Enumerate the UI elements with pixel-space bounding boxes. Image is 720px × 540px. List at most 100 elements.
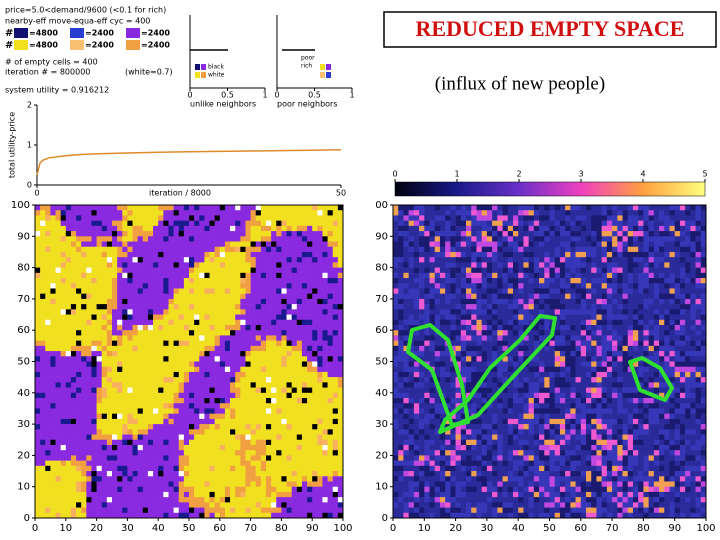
cell — [481, 241, 488, 248]
cell — [173, 257, 180, 263]
cell — [106, 491, 113, 498]
cell — [235, 304, 241, 310]
cell — [301, 371, 308, 378]
cell — [332, 262, 339, 268]
cell — [117, 471, 123, 477]
cell — [296, 231, 303, 237]
cell — [209, 345, 215, 352]
cell — [260, 251, 267, 258]
cell — [245, 455, 251, 461]
cell — [189, 257, 195, 263]
cell — [565, 272, 571, 279]
cell — [481, 220, 488, 227]
cell — [112, 429, 118, 435]
cell — [255, 403, 262, 409]
cell — [45, 283, 51, 289]
cell — [419, 288, 425, 294]
cell — [86, 205, 92, 211]
cell — [307, 481, 313, 487]
cell — [255, 444, 262, 451]
cell — [301, 481, 308, 487]
cell — [659, 246, 665, 253]
cell — [398, 288, 404, 294]
cell — [163, 366, 169, 373]
cell — [291, 298, 298, 305]
cell — [45, 403, 51, 409]
cell — [199, 392, 205, 399]
cell — [276, 340, 282, 347]
cell — [565, 215, 571, 221]
cell — [327, 507, 334, 514]
cell — [137, 215, 144, 221]
cell — [137, 293, 144, 300]
cell — [266, 278, 272, 284]
cell — [301, 324, 308, 331]
cell — [322, 225, 328, 232]
cell — [163, 262, 169, 268]
cell — [327, 283, 334, 289]
cell — [271, 272, 277, 279]
cell — [291, 215, 298, 221]
cell — [549, 298, 556, 305]
cell — [596, 293, 602, 300]
cell — [173, 497, 180, 503]
cell — [127, 429, 133, 435]
cell — [178, 481, 185, 487]
cell — [301, 262, 308, 268]
cell — [96, 413, 103, 420]
cell — [137, 476, 144, 482]
cell — [194, 351, 200, 357]
cell — [586, 205, 592, 211]
cell — [235, 236, 241, 242]
cell — [606, 231, 613, 237]
cell — [393, 236, 399, 242]
cell — [127, 377, 133, 383]
cell — [70, 335, 77, 341]
cell — [70, 293, 77, 300]
cell — [332, 361, 339, 368]
cell — [224, 298, 231, 305]
cell — [173, 398, 180, 404]
cell — [117, 512, 123, 519]
cell — [575, 215, 582, 221]
cell — [55, 205, 61, 211]
cell — [101, 408, 108, 414]
cell — [502, 267, 509, 274]
cell — [523, 225, 529, 232]
cell — [189, 408, 195, 414]
cell — [240, 371, 246, 378]
cell — [163, 481, 169, 487]
cell — [50, 465, 56, 472]
cell — [214, 309, 221, 315]
cell — [76, 231, 82, 237]
cell — [81, 497, 87, 503]
cell — [45, 205, 51, 211]
cell — [199, 512, 205, 519]
cell — [245, 283, 251, 289]
cell — [235, 408, 241, 414]
cell — [281, 319, 287, 326]
cell — [664, 220, 670, 227]
cell — [45, 408, 51, 414]
cell — [486, 231, 493, 237]
cell — [224, 246, 231, 253]
cell — [575, 236, 582, 242]
cell — [301, 361, 308, 368]
cell — [117, 424, 123, 430]
cell — [137, 507, 144, 514]
cell — [549, 267, 556, 274]
cell — [173, 418, 180, 425]
cell — [35, 351, 41, 357]
cell — [209, 366, 215, 373]
cell — [137, 241, 144, 248]
cell — [606, 246, 613, 253]
cell — [101, 278, 108, 284]
cell — [617, 309, 623, 315]
cell — [96, 241, 103, 248]
cell — [429, 298, 436, 305]
cell — [266, 491, 272, 498]
cell — [230, 476, 236, 482]
cell — [101, 356, 108, 362]
cell — [55, 465, 61, 472]
cell — [291, 455, 298, 461]
